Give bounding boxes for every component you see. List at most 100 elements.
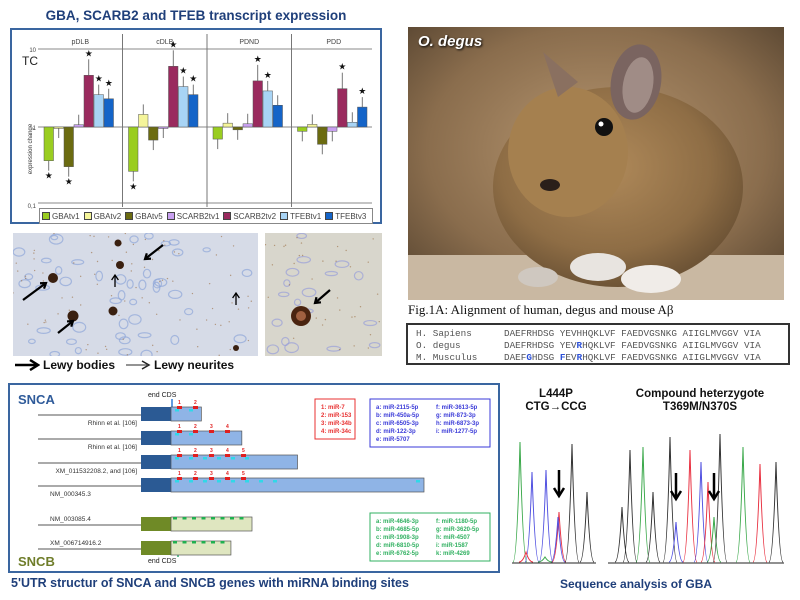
stain-dot — [237, 308, 240, 310]
significance-star: ★ — [95, 74, 103, 84]
chromatogram-peak — [635, 446, 651, 563]
stain-dot — [107, 236, 110, 238]
stain-dot — [43, 321, 45, 324]
nucleus — [160, 240, 172, 247]
nucleus — [326, 345, 342, 352]
mirna-site-blue — [203, 480, 207, 483]
arrowhead-icon — [552, 487, 566, 499]
mirna-site-blue — [189, 409, 193, 412]
nucleus — [65, 338, 77, 346]
bar-scarb2tv1-pdnd — [242, 123, 253, 128]
mirna-legend-item: f: miR-1180-5p — [436, 519, 477, 525]
stain-dot — [44, 319, 47, 321]
substituted-residue: R — [576, 352, 583, 363]
mirna-site-red — [225, 477, 230, 480]
nucleus — [271, 318, 283, 327]
cds-block — [141, 455, 171, 469]
mirna-site-label: 1 — [178, 448, 181, 454]
stain-dot — [196, 346, 199, 348]
legend-swatch — [125, 212, 134, 220]
figure-caption: Fig.1A: Alignment of human, degus and mo… — [408, 302, 674, 317]
lewy-body — [108, 306, 118, 316]
stain-dot — [13, 292, 14, 294]
significance-star: ★ — [65, 177, 73, 187]
stain-dot — [367, 261, 369, 263]
mirna-site-blue — [175, 457, 179, 460]
stain-dot — [265, 243, 267, 246]
bar-gbatv2-cdlb — [138, 114, 149, 128]
chromatogram-peak — [662, 436, 678, 563]
mirna-legend-item: g: miR-873-3p — [436, 413, 476, 419]
mirna-site-green — [192, 541, 196, 544]
stain-dot — [20, 280, 23, 282]
bar-tfebtv1-cdlb — [178, 86, 189, 128]
end-cds-label-top: end CDS — [148, 392, 177, 399]
amino-acid-sequence: DAEFRHDSG YEVRHQKLVF FAEDVGSNKG AIIGLMVG… — [504, 340, 761, 352]
mirna-legend-item: c: miR-6505-3p — [376, 421, 419, 427]
l444p-mutation: L444P — [539, 388, 573, 400]
group-label: pDLB — [71, 39, 89, 46]
stain-dot — [122, 338, 124, 340]
nucleus — [324, 270, 339, 277]
nucleus — [59, 276, 73, 287]
mirna-site-green — [201, 541, 206, 544]
mirna-legend-item: g: miR-3620-5p — [436, 527, 479, 533]
mirna-site-green — [201, 517, 206, 520]
mirna-site-green — [230, 517, 234, 520]
bar-tfebtv1-pdlb — [93, 94, 104, 128]
mirna-site-red — [177, 430, 182, 433]
stain-dot — [166, 277, 169, 280]
stain-dot — [220, 324, 222, 327]
stain-dot — [24, 275, 27, 277]
stain-dot — [228, 321, 230, 323]
stain-dot — [376, 293, 379, 295]
stain-dot — [161, 279, 164, 281]
stain-dot — [220, 235, 223, 238]
chromatogram-peak — [551, 511, 567, 563]
mirna-site-label: 1 — [178, 424, 181, 430]
nucleus — [368, 342, 381, 349]
stain-dot — [351, 316, 353, 318]
mirna-legend-item: a: miR-2115-5p — [376, 405, 419, 411]
legend-swatch — [83, 212, 92, 220]
chromatogram-l444p — [512, 441, 596, 564]
mirna-site-blue — [175, 480, 179, 483]
nucleus — [72, 321, 87, 333]
mirna-site-blue — [189, 457, 193, 460]
legend-swatch — [280, 212, 289, 220]
mirna-legend-item: 4: miR-34c — [321, 429, 352, 435]
stain-dot — [178, 253, 180, 255]
stain-dot — [231, 302, 233, 304]
stain-dot — [218, 354, 220, 356]
significance-star: ★ — [45, 171, 53, 181]
mirna-legend-item: h: miR-4507 — [436, 535, 471, 541]
stain-dot — [211, 307, 214, 310]
stain-dot — [191, 292, 194, 295]
chromatogram-compound-het — [608, 433, 784, 564]
stain-dot — [336, 245, 339, 248]
bar-gbatv2-pdd — [307, 124, 318, 128]
chromatogram-peak — [706, 516, 722, 563]
nucleus — [167, 289, 183, 299]
stain-dot — [247, 307, 250, 309]
stain-dot — [247, 295, 249, 297]
chromatogram-peak — [682, 449, 698, 563]
stain-dot — [359, 305, 362, 308]
stain-dot — [73, 262, 75, 264]
chart-legend: GBAtv1 GBAtv2 GBAtv5 SCARB2tv1 SCARB2tv2 TFEB… — [39, 208, 374, 224]
cds-block — [141, 431, 171, 445]
bar-tfebtv1-pdnd — [262, 90, 273, 128]
histology-image-2 — [265, 233, 382, 356]
nucleus — [18, 279, 31, 289]
cds-block — [141, 407, 171, 421]
stain-dot — [125, 251, 128, 253]
stain-dot — [97, 352, 99, 354]
nucleus — [129, 235, 139, 244]
end-cds-label-bottom: end CDS — [148, 558, 177, 565]
stain-dot — [345, 249, 347, 252]
stain-dot — [163, 240, 165, 242]
stain-dot — [298, 254, 301, 257]
mirna-site-blue — [259, 480, 263, 483]
mirna-site-label: 3 — [210, 471, 213, 477]
mirna-legend-item: f: miR-3613-5p — [436, 405, 478, 411]
